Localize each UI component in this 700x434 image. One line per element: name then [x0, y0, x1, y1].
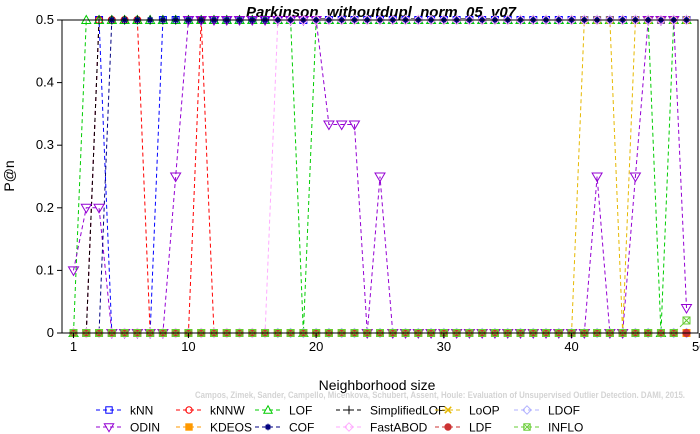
legend-item-knn: kNN	[96, 404, 153, 418]
data-point	[489, 14, 501, 26]
legend-label: LDOF	[548, 404, 580, 418]
series-points-lof	[68, 14, 692, 337]
data-point	[566, 14, 577, 26]
plot-frame	[61, 19, 699, 334]
data-point	[617, 14, 628, 26]
data-point	[400, 14, 411, 26]
data-point	[540, 14, 552, 26]
data-point	[655, 14, 667, 26]
x-tick-label: 40	[564, 339, 578, 354]
data-point	[80, 203, 93, 214]
data-point	[476, 14, 488, 26]
y-tick-label: 0	[47, 325, 54, 340]
legend-item-ldf: LDF	[435, 421, 492, 434]
data-point	[451, 14, 462, 26]
data-point	[680, 303, 693, 314]
data-point	[374, 14, 386, 26]
data-point	[310, 14, 322, 26]
data-point	[323, 120, 335, 131]
x-axis: 1 10 20 30 40 50	[70, 333, 700, 354]
legend-item-fastabod: FastABOD	[336, 421, 428, 434]
data-point	[604, 14, 616, 26]
watermark-text: Campos, Zimek, Sander, Campello, Micenko…	[195, 390, 685, 400]
x-tick-label: 20	[309, 339, 323, 354]
legend-label: kNN	[130, 404, 153, 418]
legend-label: LoOP	[469, 404, 500, 418]
legend-item-ldof: LDOF	[514, 404, 580, 418]
y-tick-label: 0.2	[36, 200, 54, 215]
data-point	[374, 172, 386, 183]
x-tick-label: 50	[692, 339, 700, 354]
data-point	[438, 14, 450, 26]
data-point	[67, 266, 80, 277]
x-axis-label: Neighborhood size	[319, 377, 436, 393]
x-tick-label: 1	[70, 339, 77, 354]
data-point	[323, 14, 335, 26]
watermark: Campos, Zimek, Sander, Campello, Micenko…	[195, 390, 685, 400]
data-point	[285, 14, 296, 26]
legend-item-lof: LOF	[255, 404, 312, 418]
data-point	[591, 172, 603, 183]
data-point	[502, 14, 513, 26]
data-point	[349, 14, 360, 26]
data-point	[553, 14, 564, 26]
legend-item-loop: LoOP	[435, 404, 500, 418]
data-point	[272, 14, 284, 26]
data-point	[515, 14, 526, 26]
data-point	[630, 14, 641, 26]
data-point	[348, 120, 361, 131]
data-point	[298, 14, 309, 26]
x-tick-label: 10	[181, 339, 195, 354]
data-point	[591, 14, 603, 26]
data-point	[579, 14, 590, 26]
data-point	[335, 120, 348, 131]
legend-item-knnw: kNNW	[176, 404, 245, 418]
legend-item-kdeos: KDEOS	[176, 421, 252, 434]
data-point	[682, 316, 691, 325]
y-tick-label: 0.1	[36, 262, 54, 277]
data-point	[528, 14, 539, 26]
legend-label: ODIN	[130, 421, 160, 434]
x-tick-label: 30	[437, 339, 451, 354]
legend-label: FastABOD	[370, 421, 428, 434]
legend-label: SimplifiedLOF	[370, 404, 445, 418]
data-point	[387, 14, 398, 26]
data-point	[425, 14, 437, 26]
data-point	[642, 14, 654, 26]
legend-item-cof: COF	[255, 421, 314, 434]
data-point	[93, 203, 105, 214]
data-point	[362, 14, 373, 26]
data-point	[336, 14, 347, 26]
legend-label: kNNW	[210, 404, 245, 418]
legend-item-odin: ODIN	[96, 421, 160, 434]
y-axis-label: P@n	[1, 160, 17, 191]
legend-label: KDEOS	[210, 421, 252, 434]
legend-item-inflo: INFLO	[514, 421, 583, 434]
y-axis: 0 0.1 0.2 0.3 0.4 0.5	[36, 12, 62, 340]
data-point	[169, 172, 182, 183]
data-point	[464, 14, 475, 26]
y-tick-label: 0.4	[36, 75, 54, 90]
legend: kNN kNNW LOF SimplifiedLOF LoOP LDOF ODIN KDEOS…	[96, 404, 583, 434]
y-tick-label: 0.3	[36, 137, 54, 152]
legend-label: INFLO	[548, 421, 583, 434]
y-tick-label: 0.5	[36, 12, 54, 27]
legend-item-simplifiedlof: SimplifiedLOF	[336, 404, 445, 418]
data-point	[629, 172, 642, 183]
data-point	[413, 14, 424, 26]
data-point	[668, 14, 679, 26]
legend-label: LOF	[289, 404, 312, 418]
legend-label: LDF	[469, 421, 492, 434]
data-point	[681, 14, 692, 26]
legend-label: COF	[289, 421, 314, 434]
